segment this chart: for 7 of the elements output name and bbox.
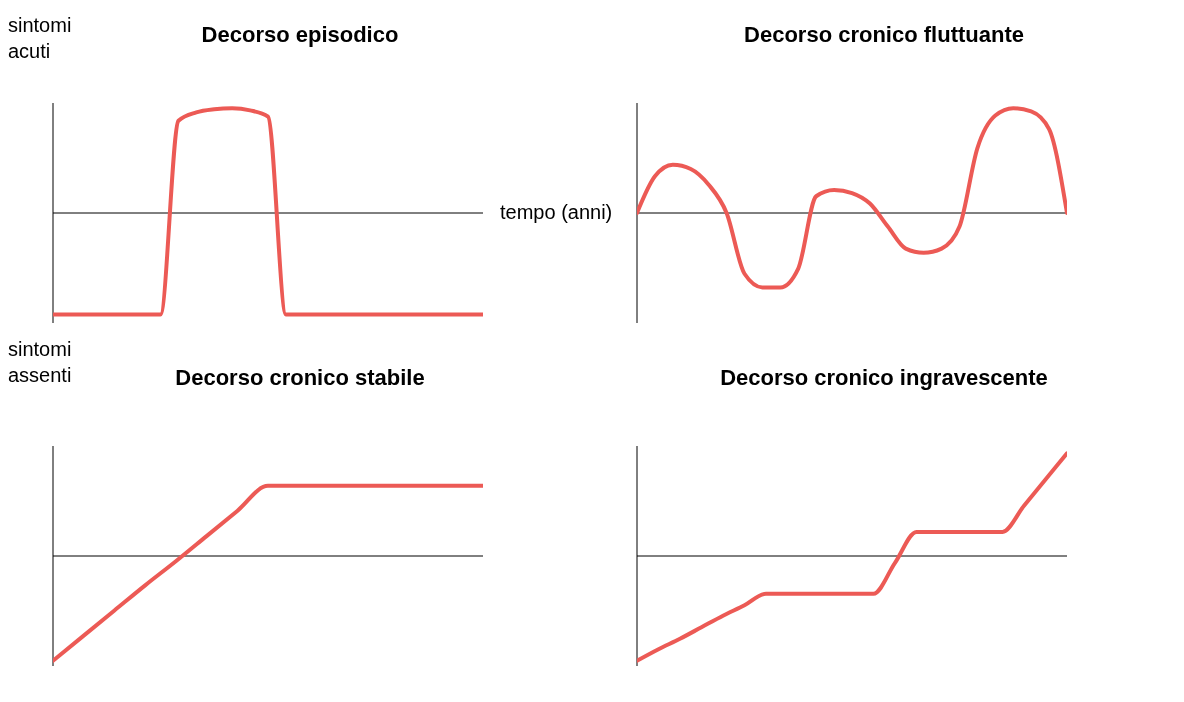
- x-axis-title: tempo (anni): [500, 201, 613, 224]
- chart-title: Decorso episodico: [201, 22, 399, 47]
- chart-title: Decorso cronico fluttuante: [743, 22, 1025, 48]
- text: sintomi acuti: [8, 13, 73, 64]
- chart-title: Decorso cronico ingravescente: [719, 365, 1049, 391]
- chart-title: Decorso cronico stabile: [175, 365, 425, 390]
- text: sintomi assenti: [8, 336, 88, 388]
